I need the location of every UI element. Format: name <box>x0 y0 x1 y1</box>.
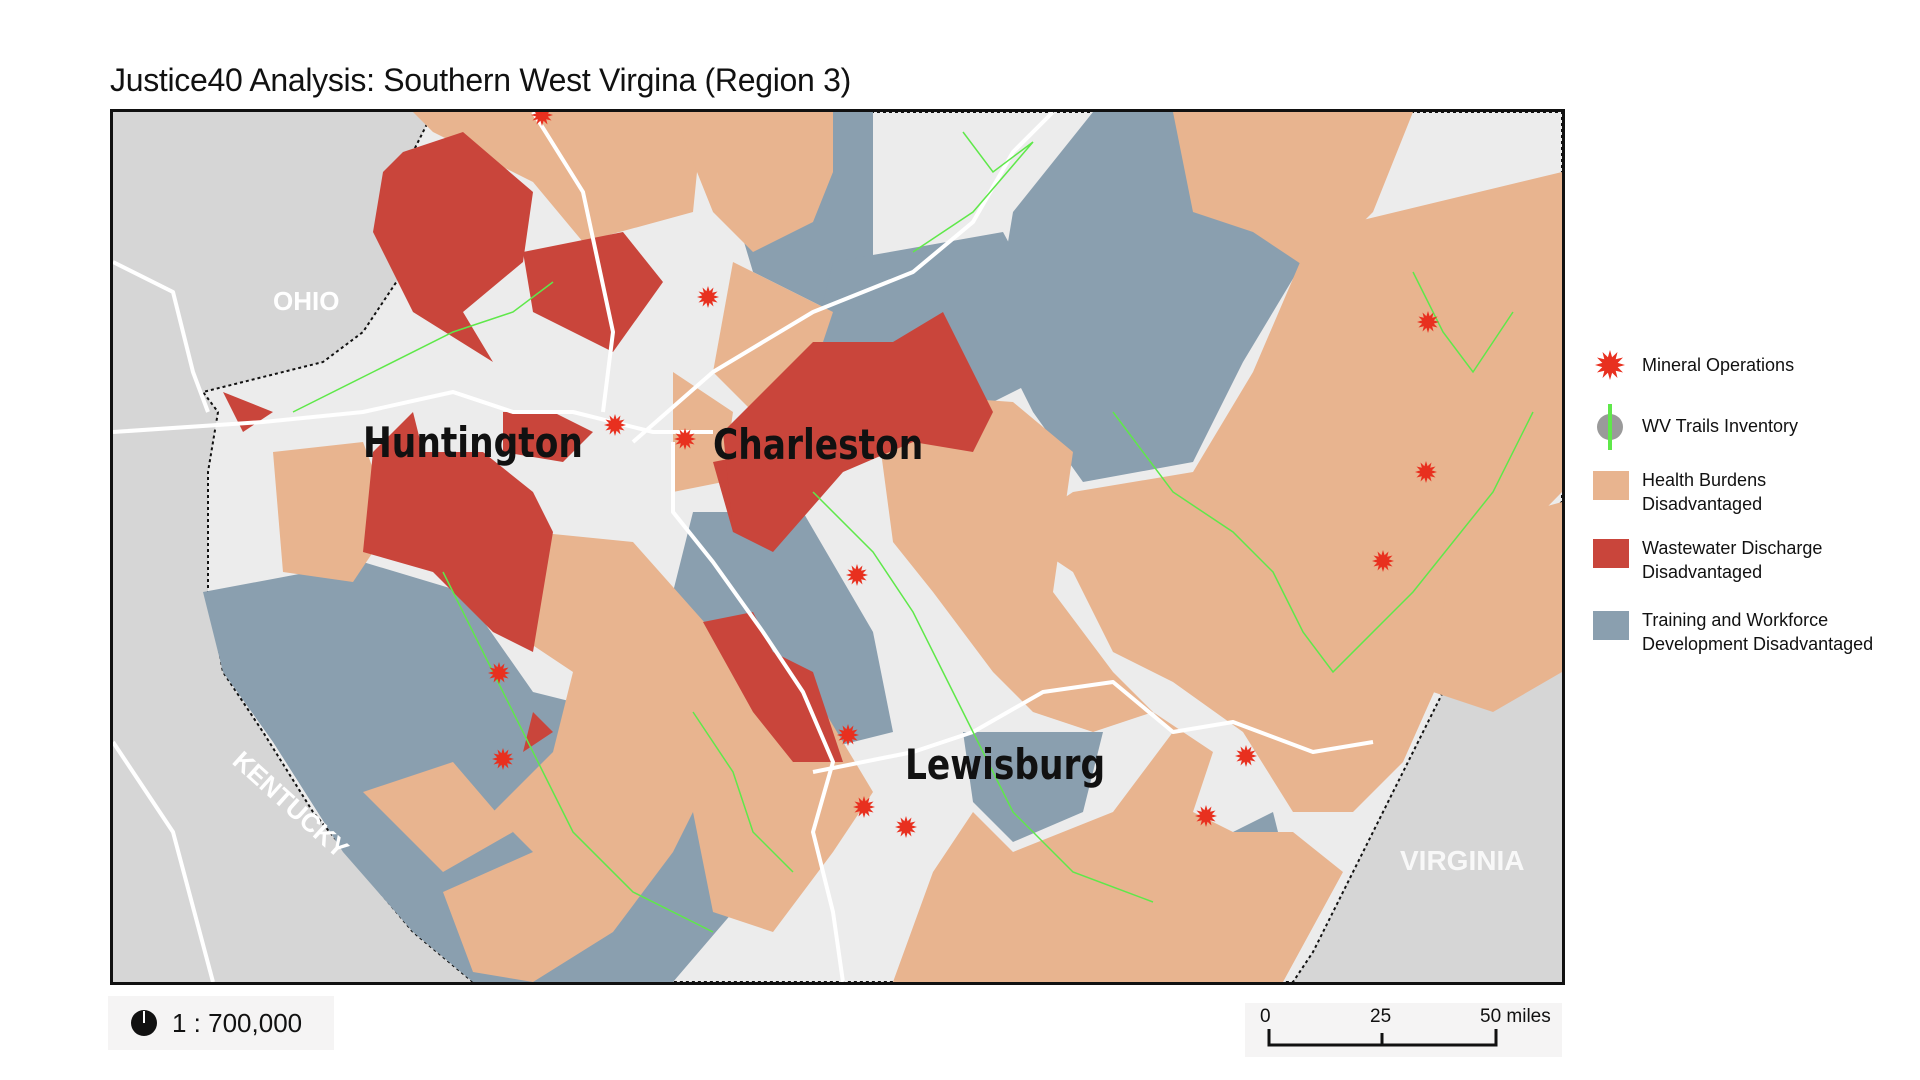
legend-label: Mineral Operations <box>1642 355 1795 375</box>
map-svg: OHIO KENTUCKY VIRGINIA Huntington Charle… <box>113 112 1562 982</box>
scale-ratio: 1 : 700,000 <box>108 996 334 1050</box>
scale-label-0: 0 <box>1260 1006 1271 1027</box>
swatch-wastewater <box>1590 536 1630 576</box>
legend-label: Wastewater Discharge Disadvantaged <box>1642 538 1823 582</box>
scale-label-25: 25 <box>1370 1006 1392 1027</box>
legend-label: Health Burdens Disadvantaged <box>1642 470 1767 514</box>
swatch-health <box>1590 468 1630 508</box>
mineral-operation-marker <box>674 428 696 450</box>
mineral-operation-marker <box>1195 805 1217 827</box>
mineral-operation-marker <box>853 796 875 818</box>
trail-line-icon <box>1590 402 1630 452</box>
scale-label-50: 50 miles <box>1480 1006 1551 1027</box>
legend-item-health: Health Burdens Disadvantaged <box>1590 468 1920 536</box>
legend-item-training: Training and Workforce Development Disadv… <box>1590 608 1920 656</box>
wastewater-areas <box>223 132 993 762</box>
mineral-operations <box>488 112 1439 838</box>
scale-bar-graphic <box>1267 1029 1498 1047</box>
starburst-icon <box>1590 345 1630 385</box>
legend-item-mineral: Mineral Operations <box>1590 345 1920 402</box>
mineral-operation-marker <box>1417 311 1439 333</box>
swatch-training <box>1590 608 1630 648</box>
mineral-operation-marker <box>488 662 510 684</box>
city-label-lewisburg: Lewisburg <box>905 741 1105 790</box>
legend: Mineral Operations WV Trails Inventory H… <box>1590 345 1920 656</box>
mineral-operation-marker <box>1372 550 1394 572</box>
mineral-operation-marker <box>1415 461 1437 483</box>
mineral-operation-marker <box>895 816 917 838</box>
map-canvas[interactable]: OHIO KENTUCKY VIRGINIA Huntington Charle… <box>110 109 1565 985</box>
trails <box>292 131 1534 933</box>
city-label-charleston: Charleston <box>713 421 923 470</box>
scale-bar: 0 25 50 miles <box>1245 1003 1562 1057</box>
map-title: Justice40 Analysis: Southern West Virgin… <box>110 62 851 98</box>
city-label-huntington: Huntington <box>363 419 583 468</box>
pie-scale-icon <box>131 1010 157 1036</box>
legend-item-trails: WV Trails Inventory <box>1590 402 1920 468</box>
state-label-virginia: VIRGINIA <box>1400 845 1524 876</box>
legend-item-wastewater: Wastewater Discharge Disadvantaged <box>1590 536 1920 608</box>
mineral-operation-marker <box>492 748 514 770</box>
legend-label: WV Trails Inventory <box>1642 416 1799 436</box>
mineral-operation-marker <box>837 724 859 746</box>
mineral-operation-marker <box>531 112 553 126</box>
mineral-operation-marker <box>697 286 719 308</box>
legend-label: Training and Workforce Development Disadv… <box>1642 610 1874 654</box>
scale-ratio-text: 1 : 700,000 <box>172 1007 303 1038</box>
roads <box>113 112 1374 982</box>
mineral-operation-marker <box>604 414 626 436</box>
mineral-operation-marker <box>1235 745 1257 767</box>
mineral-operation-marker <box>846 564 868 586</box>
state-label-ohio: OHIO <box>273 286 339 316</box>
